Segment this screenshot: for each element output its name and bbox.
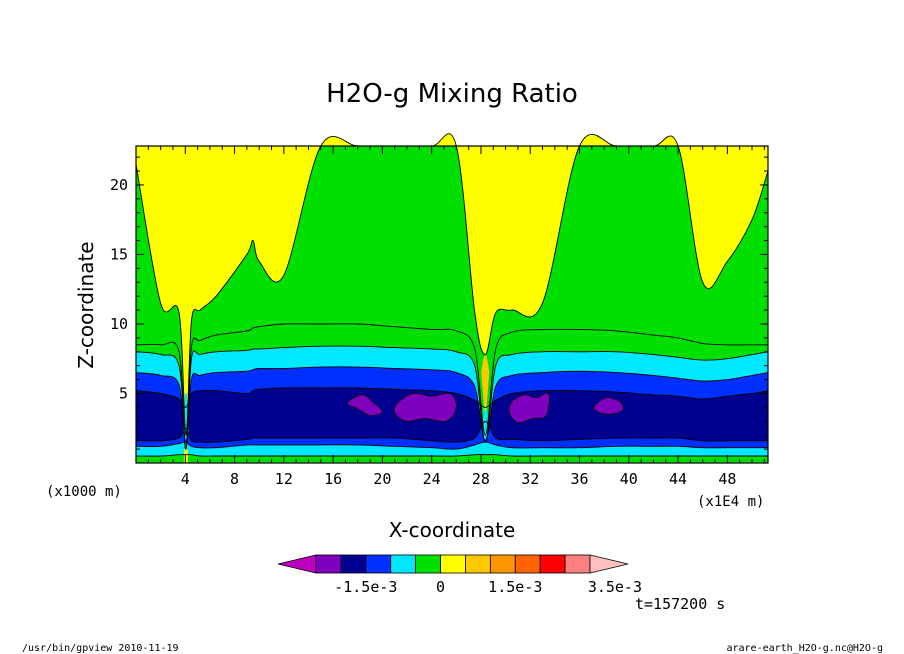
y-tick-label: 20 [110,176,128,194]
x-tick-label: 20 [373,470,391,488]
contour-line-green_base [135,323,768,450]
legend-tick-label: -1.5e-3 [334,578,397,596]
x-axis-title: X-coordinate [389,518,516,542]
legend-swatch [589,554,629,574]
contour-fill-yellow [136,133,768,436]
legend-swatch [564,554,591,574]
y-tick-label: 5 [119,384,128,402]
contour-lines [135,133,769,457]
y-units-label: (x1000 m) [46,484,122,500]
x-tick-label: 4 [181,470,190,488]
legend-swatch [390,554,417,574]
legend-swatch [415,554,441,574]
contour-line-blue_base [135,366,769,450]
contour-fill-purple-1 [347,394,383,417]
contour-fill-purple-2 [393,392,457,423]
y-axis: 5 10 15 20 [110,156,768,450]
legend-tick-label: 1.5e-3 [488,578,542,596]
x-tick-label: 8 [230,470,239,488]
plot-frame [135,145,769,464]
x-tick-label: 44 [669,470,687,488]
contour-fill-purple-3 [508,392,550,424]
y-tick-label: 10 [110,315,128,333]
contour-fill-green-lower [136,454,768,463]
legend-tick-label: 0 [436,578,445,596]
legend-swatch [489,554,516,574]
legend-swatch [315,554,342,574]
contour-fill-orange-streak [481,355,490,411]
x-axis: 4 8 12 16 20 24 28 32 36 40 44 48 [147,146,765,488]
legend-swatch [514,554,541,574]
footer-right: arare-earth_H2O-g.nc@H2O-g [726,643,883,654]
x-tick-label: 24 [423,470,441,488]
legend-swatch [465,554,491,574]
legend-swatch [539,554,566,574]
y-tick-label: 15 [110,245,128,263]
contour-line-cyan_base [135,345,769,450]
time-label: t=157200 s [635,595,725,613]
contour-line-blue_top [135,441,768,450]
contour-fill-purple-4 [593,397,624,415]
footer-left: /usr/bin/gpview 2010-11-19 [22,643,179,654]
legend-swatch [277,554,317,574]
legend-swatch [340,554,367,574]
contour-fills [136,133,768,463]
contour-line-dark_top [135,420,768,443]
x-tick-label: 16 [324,470,342,488]
legend-swatch [365,554,392,574]
x-tick-label: 36 [570,470,588,488]
x-tick-label: 48 [718,470,736,488]
chart-title: H2O-g Mixing Ratio [326,79,578,109]
x-tick-label: 12 [275,470,293,488]
color-legend: -1.5e-3 0 1.5e-3 3.5e-3 [277,554,642,596]
legend-swatch [440,554,466,574]
x-units-label: (x1E4 m) [697,494,764,510]
x-tick-label: 40 [620,470,638,488]
x-tick-label: 32 [521,470,539,488]
y-axis-title: Z-coordinate [74,241,98,368]
contour-line-dark_base [135,387,769,408]
x-tick-label: 28 [472,470,490,488]
legend-tick-label: 3.5e-3 [588,578,642,596]
